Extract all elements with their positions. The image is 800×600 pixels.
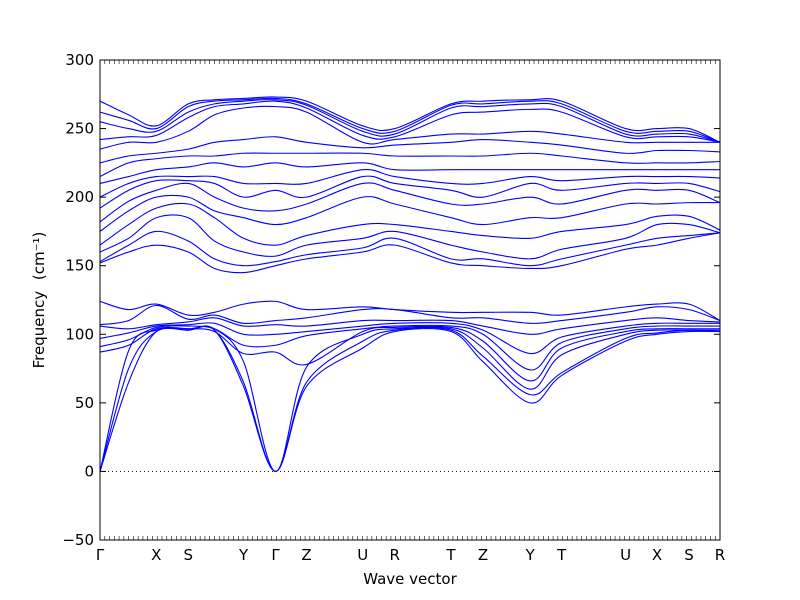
- band-line-22: [99, 100, 721, 143]
- band-line-15: [99, 182, 721, 223]
- x-tick-label: X: [151, 546, 161, 564]
- x-tick-label: U: [620, 546, 631, 564]
- axes-layer: [99, 59, 721, 541]
- y-tick-label: 250: [65, 120, 94, 138]
- x-tick-label: Y: [525, 546, 536, 564]
- x-tick-label: X: [652, 546, 662, 564]
- band-line-23: [99, 99, 721, 143]
- band-line-24: [99, 97, 721, 143]
- x-tick-label: S: [684, 546, 694, 564]
- x-tick-label: U: [357, 546, 368, 564]
- x-tick-label: S: [183, 546, 193, 564]
- x-tick-label: Z: [301, 546, 311, 564]
- y-ticks-layer: −50 0 50 100 150 200 250 300: [62, 51, 720, 549]
- y-axis-label-unit: (cm⁻¹): [30, 232, 48, 281]
- y-axis-label-text: Frequency: [30, 291, 48, 369]
- band-line-2: [99, 325, 721, 472]
- x-tick-label: T: [556, 546, 567, 564]
- y-tick-label: 100: [65, 325, 94, 343]
- x-tick-label: Y: [238, 546, 249, 564]
- y-tick-label: 300: [65, 51, 94, 69]
- band-line-11: [99, 230, 721, 267]
- band-line-12: [99, 214, 721, 260]
- band-line-7: [99, 317, 721, 335]
- x-tick-label: Z: [478, 546, 488, 564]
- band-line-19: [99, 152, 721, 178]
- band-line-21: [99, 105, 720, 150]
- y-tick-label: 0: [84, 462, 94, 480]
- x-tick-label: Γ: [96, 546, 105, 564]
- y-axis-label: Frequency (cm⁻¹): [30, 232, 48, 369]
- x-tick-label: T: [445, 546, 456, 564]
- x-tick-label: R: [715, 546, 725, 564]
- band-line-25: [99, 96, 721, 143]
- band-line-18: [99, 162, 720, 184]
- band-line-9: [99, 300, 721, 322]
- y-tick-label: −50: [62, 531, 94, 549]
- band-line-20: [99, 136, 721, 164]
- band-line-17: [99, 169, 721, 198]
- band-line-6: [99, 322, 720, 355]
- x-tick-label: Γ: [271, 546, 280, 564]
- x-axis-label: Wave vector: [363, 570, 457, 588]
- y-tick-label: 150: [65, 257, 94, 275]
- y-tick-label: 200: [65, 188, 94, 206]
- bands-layer: [99, 96, 721, 472]
- band-line-16: [99, 175, 721, 209]
- band-line-5: [99, 324, 720, 371]
- band-line-10: [99, 232, 721, 274]
- band-line-13: [99, 202, 721, 246]
- band-line-14: [99, 194, 721, 232]
- x-tick-label: R: [390, 546, 400, 564]
- y-tick-label: 50: [75, 394, 94, 412]
